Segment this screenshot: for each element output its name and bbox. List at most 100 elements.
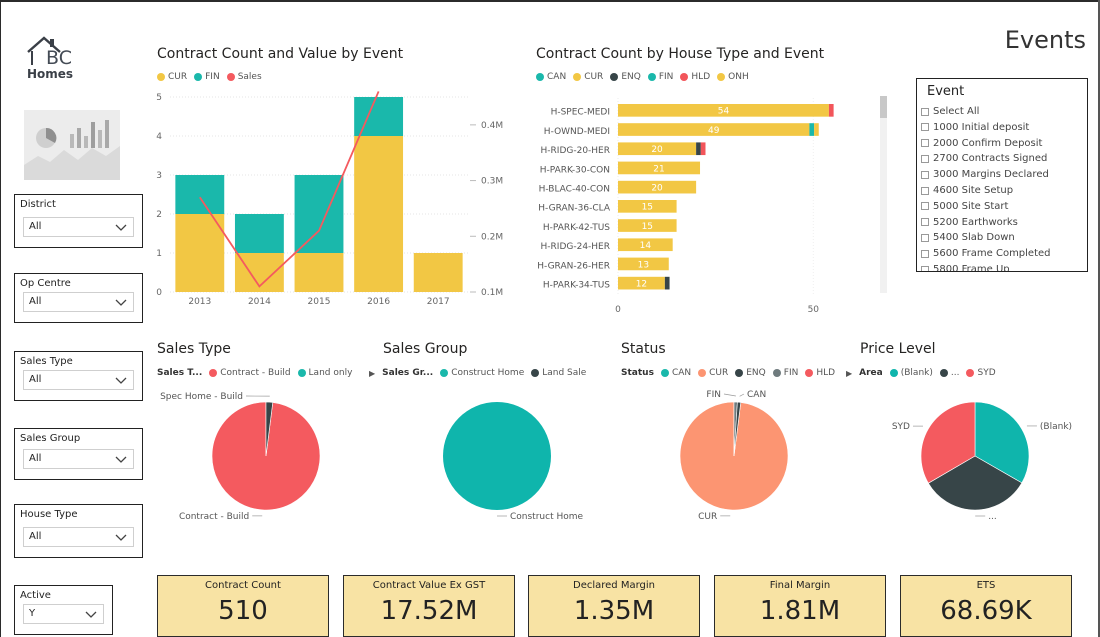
pie-slice--[interactable] bbox=[927, 455, 1023, 511]
checkbox-icon[interactable] bbox=[921, 218, 929, 227]
bar-cur2-H-OWND-MEDI[interactable] bbox=[814, 123, 819, 136]
pie-slice-construct-home[interactable] bbox=[443, 402, 551, 510]
legend-item-land-only[interactable]: Land only bbox=[297, 368, 352, 378]
kpi-card-declared-margin: Declared Margin 1.35M bbox=[528, 575, 700, 637]
legend-item-fin[interactable]: FIN bbox=[647, 72, 673, 82]
legend-item-blank[interactable]: (Blank) bbox=[889, 368, 933, 378]
legend-item-contract-build[interactable]: Contract - Build bbox=[209, 368, 291, 378]
bar-enq-H-PARK-34-TUS[interactable] bbox=[664, 276, 670, 290]
house-type-chart[interactable]: 0 50 H-SPEC-MEDI 54 H-OWND-MEDI 49 H-RIDG-20-H… bbox=[530, 92, 900, 312]
contract-count-value-chart[interactable]: 0 1 2 3 4 5 0.1M 0.2M 0.3M 0.4M 2013 2014 2015 2016 20… bbox=[150, 88, 510, 308]
legend-item-hld[interactable]: HLD bbox=[805, 368, 835, 378]
legend-item-enq[interactable]: ENQ bbox=[735, 368, 766, 378]
legend-item-ellipsis[interactable]: ... bbox=[939, 368, 960, 378]
bar-enq-H-RIDG-20-HER[interactable] bbox=[696, 142, 701, 156]
active-dropdown[interactable]: Y bbox=[23, 604, 104, 624]
window-top-border bbox=[0, 0, 1100, 2]
pie-slice--blank-[interactable] bbox=[974, 401, 1030, 484]
event-slicer-item[interactable]: 5400 Slab Down bbox=[921, 232, 1015, 243]
event-slicer-item[interactable]: 4600 Site Setup bbox=[921, 185, 1013, 196]
bar-cur-H-PARK-30-CON[interactable] bbox=[618, 161, 701, 175]
event-item-label: 5000 Site Start bbox=[933, 200, 1009, 212]
legend-scroll-left-icon[interactable]: ▶ bbox=[369, 368, 376, 378]
bar-fin-2014[interactable] bbox=[234, 214, 284, 253]
scrollbar-track[interactable] bbox=[880, 96, 887, 293]
district-dropdown[interactable]: All bbox=[23, 217, 134, 237]
event-item-label: 2700 Contracts Signed bbox=[933, 153, 1048, 165]
bar-data-label: 15 bbox=[642, 203, 653, 213]
bar-hld-H-RIDG-20-HER[interactable] bbox=[700, 142, 706, 156]
y-category-label: H-PARK-30-CON bbox=[540, 165, 610, 175]
legend-item-syd[interactable]: SYD bbox=[966, 368, 996, 378]
bar-cur-2013[interactable] bbox=[175, 214, 225, 292]
legend-item-onh[interactable]: ONH bbox=[717, 72, 749, 82]
bar-cur-H-PARK-42-TUS[interactable] bbox=[618, 219, 677, 232]
pie-slice-can[interactable] bbox=[733, 401, 742, 457]
legend-item-hld[interactable]: HLD bbox=[680, 72, 710, 82]
legend-item-cur[interactable]: CUR bbox=[698, 368, 728, 378]
sales-type-dropdown[interactable]: All bbox=[23, 370, 134, 390]
legend-label-can: CAN bbox=[547, 72, 567, 82]
legend-item-cur[interactable]: CUR bbox=[157, 72, 187, 82]
event-item-label: 5400 Slab Down bbox=[933, 232, 1015, 244]
checkbox-icon[interactable] bbox=[921, 249, 929, 258]
bar-cur-H-GRAN-36-CLA[interactable] bbox=[618, 200, 677, 213]
event-slicer-item[interactable]: 2000 Confirm Deposit bbox=[921, 138, 1042, 149]
bar-fin-H-OWND-MEDI[interactable] bbox=[809, 123, 815, 136]
legend-item-fin[interactable]: FIN bbox=[772, 368, 798, 378]
bar-cur-H-BLAC-40-CON[interactable] bbox=[618, 180, 697, 194]
bar-fin-2013[interactable] bbox=[175, 175, 225, 214]
event-slicer-item[interactable]: 1000 Initial deposit bbox=[921, 122, 1029, 133]
legend-item-fin[interactable]: FIN bbox=[194, 72, 220, 82]
legend-item-construct-home[interactable]: Construct Home bbox=[440, 368, 524, 378]
legend-item-land-sale[interactable]: Land Sale bbox=[531, 368, 586, 378]
checkbox-icon[interactable] bbox=[921, 202, 929, 211]
bar-cur-H-GRAN-26-HER[interactable] bbox=[618, 257, 669, 271]
legend-item-cur[interactable]: CUR bbox=[573, 72, 603, 82]
bar-cur-H-PARK-34-TUS[interactable] bbox=[618, 276, 665, 290]
legend-label-onh: ONH bbox=[728, 72, 749, 82]
pie-data-label: ... bbox=[988, 512, 997, 522]
checkbox-icon[interactable] bbox=[921, 154, 929, 163]
bar-fin-2015[interactable] bbox=[294, 175, 344, 253]
legend-label-ellipsis: ... bbox=[950, 368, 960, 378]
bar-hld-H-SPEC-MEDI[interactable] bbox=[828, 104, 834, 117]
checkbox-icon[interactable] bbox=[921, 265, 929, 271]
checkbox-icon[interactable] bbox=[921, 107, 929, 116]
legend-item-sales[interactable]: Sales bbox=[226, 72, 262, 82]
pie-slice-spec-home-build[interactable] bbox=[265, 401, 274, 457]
bar-cur-H-RIDG-24-HER[interactable] bbox=[618, 238, 673, 252]
event-slicer-item[interactable]: 5200 Earthworks bbox=[921, 217, 1018, 228]
event-item-label: 5200 Earthworks bbox=[933, 216, 1018, 228]
checkbox-icon[interactable] bbox=[921, 186, 929, 195]
event-slicer-item[interactable]: 5800 Frame Up bbox=[921, 264, 1010, 271]
bar-cur-2016[interactable] bbox=[354, 136, 404, 292]
bar-data-label: 14 bbox=[640, 241, 652, 251]
event-slicer-item[interactable]: 5600 Frame Completed bbox=[921, 248, 1051, 259]
line-sales[interactable] bbox=[199, 91, 380, 288]
bar-cur-2015[interactable] bbox=[294, 253, 344, 292]
bar-cur-H-OWND-MEDI[interactable] bbox=[618, 123, 810, 136]
bar-cur-2017[interactable] bbox=[413, 253, 463, 292]
checkbox-icon[interactable] bbox=[921, 123, 929, 132]
event-slicer-item[interactable]: 5000 Site Start bbox=[921, 201, 1008, 212]
bar-cur-H-SPEC-MEDI[interactable] bbox=[618, 104, 829, 117]
scrollbar-thumb[interactable] bbox=[880, 96, 887, 118]
checkbox-icon[interactable] bbox=[921, 233, 929, 242]
legend-item-can[interactable]: CAN bbox=[536, 72, 566, 82]
checkbox-icon[interactable] bbox=[921, 139, 929, 148]
legend-scroll-left-icon[interactable]: ▶ bbox=[846, 368, 853, 378]
event-slicer-item[interactable]: 3000 Margins Declared bbox=[921, 169, 1049, 180]
chevron-down-icon bbox=[115, 456, 127, 463]
pie-data-label: SYD bbox=[892, 422, 910, 432]
house-type-dropdown[interactable]: All bbox=[23, 527, 134, 547]
event-slicer-item[interactable]: Select All bbox=[921, 106, 979, 117]
op-centre-dropdown[interactable]: All bbox=[23, 292, 134, 312]
event-slicer-item[interactable]: 2700 Contracts Signed bbox=[921, 153, 1047, 164]
bar-cur-H-RIDG-20-HER[interactable] bbox=[618, 142, 697, 156]
sales-group-dropdown[interactable]: All bbox=[23, 449, 134, 469]
legend-item-can[interactable]: CAN bbox=[660, 368, 691, 378]
pie-slice-syd[interactable] bbox=[920, 401, 976, 484]
checkbox-icon[interactable] bbox=[921, 170, 929, 179]
legend-item-enq[interactable]: ENQ bbox=[610, 72, 641, 82]
